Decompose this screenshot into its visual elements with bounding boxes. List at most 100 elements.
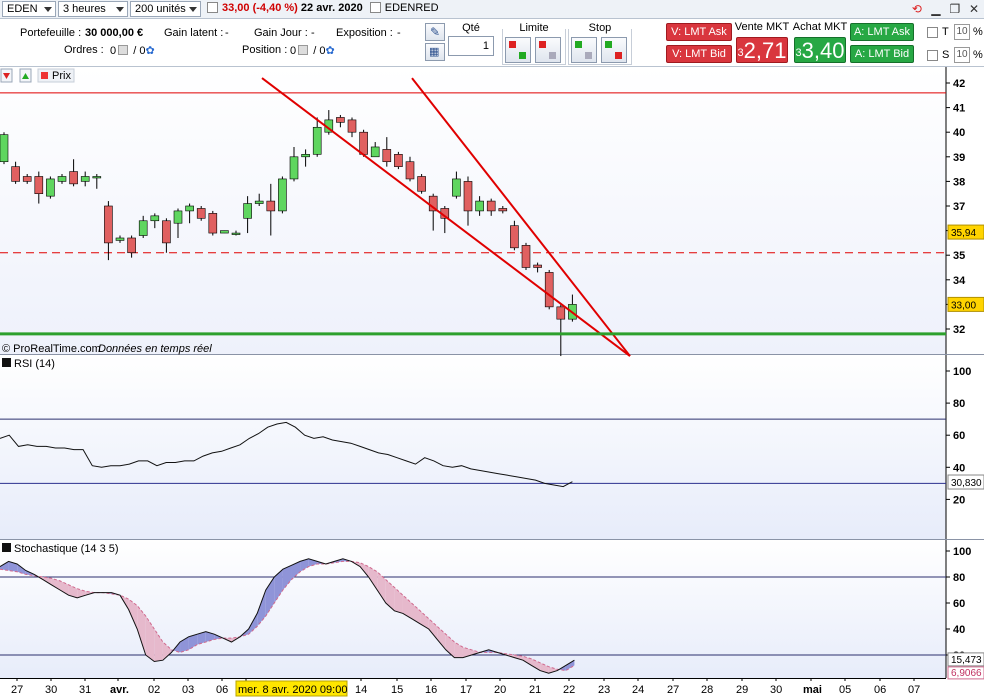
- stop-sell-button[interactable]: [601, 37, 627, 63]
- position-count: 0 / 0✿: [290, 45, 335, 57]
- candle-body: [278, 178, 287, 212]
- minimize-icon[interactable]: ▁: [931, 2, 941, 16]
- wrench-icon[interactable]: ✎: [425, 23, 445, 41]
- chevron-down-icon: [116, 7, 124, 12]
- rsi-tick-label: 60: [953, 430, 965, 442]
- sell-lmt-bid-button[interactable]: V: LMT Bid: [666, 45, 732, 63]
- rsi-tick-label: 100: [953, 366, 971, 378]
- price-color-icon: [41, 72, 48, 79]
- y-tick-label: 38: [953, 176, 965, 188]
- x-tick-label: 14: [355, 684, 367, 696]
- buy-market-button[interactable]: 33,40: [794, 37, 846, 63]
- candle-body: [34, 176, 44, 195]
- qty-input[interactable]: 1: [448, 36, 494, 56]
- limit-buy-button[interactable]: [505, 37, 531, 63]
- stop-buy-button[interactable]: [571, 37, 597, 63]
- t-pct: %: [973, 26, 983, 38]
- candle-body: [231, 232, 241, 235]
- sell-market-button[interactable]: 32,71: [736, 37, 788, 63]
- checkbox-icon[interactable]: [369, 2, 381, 13]
- t-input[interactable]: 10: [954, 24, 970, 40]
- rsi-tick-label: 40: [953, 462, 965, 474]
- stoch-k-line[interactable]: [0, 558, 575, 674]
- candle: [115, 235, 125, 243]
- instrument-select[interactable]: EDEN: [2, 1, 56, 17]
- candle: [544, 269, 554, 310]
- y-tick-label: 35: [953, 250, 965, 262]
- x-tick-label: 30: [770, 684, 782, 696]
- positions-icon[interactable]: [298, 45, 309, 55]
- gear-icon[interactable]: ✿: [145, 45, 155, 57]
- refresh-icon[interactable]: ⟲: [911, 2, 922, 16]
- price-pane-gradient: [0, 67, 946, 354]
- stoch-k-bg: [947, 652, 984, 667]
- candle: [162, 218, 171, 253]
- candle: [463, 176, 473, 226]
- t-checkbox[interactable]: [927, 27, 938, 38]
- candle: [34, 171, 44, 204]
- price-label: Prix: [52, 70, 71, 82]
- candle: [336, 114, 345, 128]
- y-tick-label: 34: [953, 275, 966, 287]
- s-input[interactable]: 10: [954, 47, 970, 63]
- rsi-line[interactable]: [0, 421, 573, 488]
- price-change: (-4,40 %): [252, 2, 298, 14]
- rsi-title[interactable]: RSI (14): [14, 358, 55, 370]
- checkbox-icon[interactable]: [207, 2, 218, 13]
- candle-body: [150, 215, 160, 222]
- sell-lmt-ask-button[interactable]: V: LMT Ask: [666, 23, 732, 41]
- achat-mkt-label: Achat MKT: [792, 21, 848, 33]
- position-label: Position :: [242, 44, 288, 56]
- gain-jour-label: Gain Jour :: [254, 27, 308, 39]
- candle: [243, 196, 252, 234]
- trendline[interactable]: [261, 77, 631, 357]
- rsi-tick-label: 20: [953, 494, 965, 506]
- t-label: T: [942, 26, 949, 38]
- x-tick-label: 23: [598, 684, 610, 696]
- portefeuille-value: 30 000,00 €: [85, 27, 144, 39]
- orders-icon[interactable]: [118, 45, 129, 55]
- line-icon: [549, 52, 556, 59]
- gain-jour-value: -: [311, 27, 315, 39]
- y-tick-label: 39: [953, 152, 965, 164]
- buy-lmt-bid-button[interactable]: A: LMT Bid: [850, 45, 914, 63]
- candle-body: [452, 178, 461, 197]
- stoch-fill: [274, 569, 283, 603]
- candle: [185, 203, 194, 224]
- candle: [104, 201, 113, 261]
- candle: [301, 149, 310, 167]
- candle: [521, 242, 531, 270]
- candle: [231, 230, 241, 236]
- price-tag-bg: [947, 224, 984, 240]
- instrument-value: EDEN: [7, 3, 38, 15]
- close-icon[interactable]: ✕: [968, 2, 980, 16]
- stoch-title[interactable]: Stochastique (14 3 5): [14, 543, 119, 555]
- candle-body: [208, 213, 218, 234]
- stoch-d-bg: [947, 666, 984, 680]
- buy-lmt-ask-button[interactable]: A: LMT Ask: [850, 23, 914, 41]
- candle: [382, 137, 392, 167]
- stoch-fill: [0, 561, 9, 571]
- keyboard-icon[interactable]: ▦: [425, 43, 445, 61]
- candle-body: [301, 154, 310, 158]
- timeframe-select[interactable]: 3 heures: [58, 1, 128, 17]
- candle: [486, 198, 496, 216]
- window-controls: ⟲ ▁ ❐ ✕: [909, 1, 982, 17]
- limite-label: Limite: [519, 22, 549, 34]
- chart-area[interactable]: 42 41 40 39 38 37 35 34 32 35,94 33,00 100 80 60 40 20…: [0, 67, 984, 698]
- limit-sell-button[interactable]: [535, 37, 561, 63]
- gear-icon[interactable]: ✿: [325, 45, 335, 57]
- candle: [220, 230, 229, 234]
- trendline[interactable]: [411, 77, 631, 357]
- portefeuille-label: Portefeuille :: [20, 27, 82, 39]
- x-tick-label: 20: [494, 684, 506, 696]
- s-pct: %: [973, 49, 983, 61]
- s-checkbox[interactable]: [927, 50, 938, 61]
- candle: [312, 117, 322, 157]
- units-select[interactable]: 200 unités: [130, 1, 201, 17]
- x-tick-label: 06: [216, 684, 228, 696]
- restore-icon[interactable]: ❐: [949, 2, 961, 16]
- x-tick-label: 02: [148, 684, 160, 696]
- candle: [417, 174, 426, 194]
- rsi-value-label: 30,830: [951, 478, 982, 489]
